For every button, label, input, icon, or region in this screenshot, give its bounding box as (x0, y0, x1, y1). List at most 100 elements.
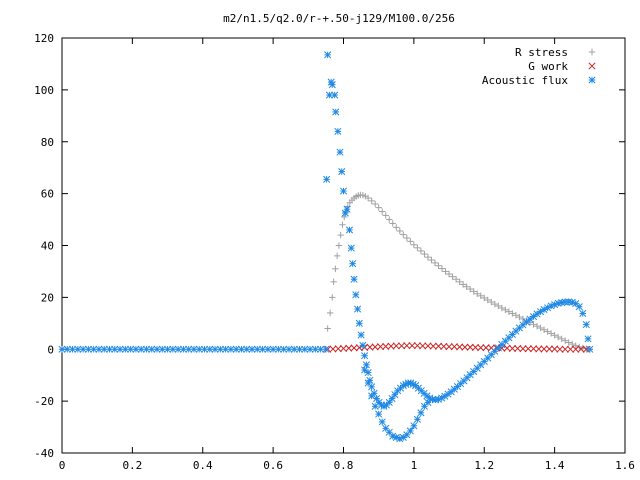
y-tick-label: -20 (34, 395, 54, 408)
g-work-point (535, 345, 543, 353)
r-stress-point (421, 250, 428, 258)
g-work-point (466, 343, 474, 351)
g-work-point (408, 342, 416, 350)
acoustic-flux-point (361, 352, 369, 360)
acoustic-flux-point (359, 341, 367, 349)
r-stress-point (326, 309, 334, 317)
acoustic-flux-point (357, 331, 365, 339)
g-work-point (482, 344, 490, 352)
r-stress-point (537, 324, 544, 332)
g-work-point (545, 345, 553, 353)
g-work-point (556, 345, 564, 353)
acoustic-flux-point (334, 127, 342, 135)
series-layer (58, 51, 594, 443)
acoustic-flux-point (586, 345, 594, 353)
acoustic-flux-point (350, 275, 358, 283)
acoustic-flux-point (237, 345, 246, 353)
r-stress-point (324, 325, 331, 332)
g-work-point (561, 345, 569, 353)
r-stress-point (519, 315, 527, 323)
r-stress-point (551, 332, 558, 339)
r-stress-point (435, 262, 442, 269)
r-stress-point (393, 224, 400, 231)
r-stress-point (466, 285, 474, 293)
y-tick-label: 60 (41, 188, 54, 201)
acoustic-flux-point (243, 345, 251, 353)
acoustic-flux-point (352, 291, 360, 299)
acoustic-flux-point (322, 345, 330, 353)
acoustic-flux-point (385, 398, 393, 406)
g-work-point (366, 343, 374, 351)
r-stress-point (488, 298, 495, 306)
r-stress-point (407, 238, 414, 245)
g-work-point (392, 342, 400, 350)
acoustic-flux-point (371, 402, 379, 410)
x-tick-label: 0 (59, 459, 66, 472)
r-stress-point (491, 300, 499, 308)
r-stress-point (414, 244, 421, 252)
legend-label-g-work: G work (528, 60, 568, 73)
series-r-stress (324, 191, 594, 353)
r-stress-point (337, 231, 344, 239)
r-stress-point (569, 340, 576, 348)
g-work-point (376, 343, 385, 351)
g-work-point (440, 342, 448, 350)
x-tick-label: 1.2 (474, 459, 494, 472)
acoustic-flux-point (325, 91, 333, 99)
r-stress-point (428, 256, 435, 264)
x-tick-label: 0.2 (122, 459, 142, 472)
r-stress-point (484, 296, 491, 304)
g-work-point (398, 342, 406, 350)
r-stress-point (400, 231, 407, 238)
acoustic-flux-point (406, 427, 414, 435)
y-tick-label: 120 (34, 32, 54, 45)
r-stress-point (547, 330, 555, 337)
g-work-point (529, 345, 538, 353)
acoustic-flux-point (575, 303, 583, 311)
r-stress-point (375, 204, 382, 211)
y-tick-label: 40 (41, 240, 54, 253)
g-work-point (403, 342, 411, 350)
g-work-point (345, 344, 353, 352)
chart-title: m2/n1.5/q2.0/r-+.50-j129/M100.0/256 (223, 12, 455, 25)
acoustic-flux-point (84, 345, 92, 353)
r-stress-point (332, 265, 339, 273)
acoustic-flux-point (317, 345, 325, 353)
acoustic-flux-point (343, 205, 351, 213)
acoustic-flux-point (584, 335, 592, 343)
g-work-point (524, 345, 532, 353)
r-stress-point (379, 208, 386, 215)
acoustic-flux-point (195, 345, 203, 353)
r-stress-point (452, 276, 460, 283)
g-work-point (334, 345, 342, 353)
r-stress-point (512, 312, 520, 319)
r-stress-point (554, 333, 562, 341)
acoustic-flux-point (336, 148, 344, 156)
g-work-point (582, 345, 590, 353)
acoustic-flux-point (361, 366, 369, 374)
r-stress-point (445, 270, 453, 278)
acoustic-flux-point (339, 187, 348, 195)
acoustic-flux-point (388, 394, 396, 403)
legend-marker-acoustic-flux (588, 76, 596, 84)
r-stress-point (364, 194, 372, 202)
g-work-point (572, 345, 580, 353)
acoustic-flux-point (58, 345, 66, 353)
y-tick-label: 80 (41, 136, 54, 149)
r-stress-point (368, 197, 375, 205)
acoustic-flux-point (561, 298, 569, 306)
legend-label-acoustic-flux: Acoustic flux (482, 74, 568, 87)
g-work-point (471, 343, 480, 351)
g-work-point (477, 344, 485, 352)
g-work-point (382, 342, 390, 350)
r-stress-point (495, 302, 502, 310)
g-work-point (387, 342, 395, 350)
g-work-point (461, 343, 469, 351)
r-stress-point (505, 308, 513, 315)
g-work-point (540, 345, 548, 353)
r-stress-point (481, 294, 488, 302)
legend-marker-g-work (588, 62, 596, 70)
g-work-point (434, 342, 443, 350)
y-tick-label: 100 (34, 84, 54, 97)
